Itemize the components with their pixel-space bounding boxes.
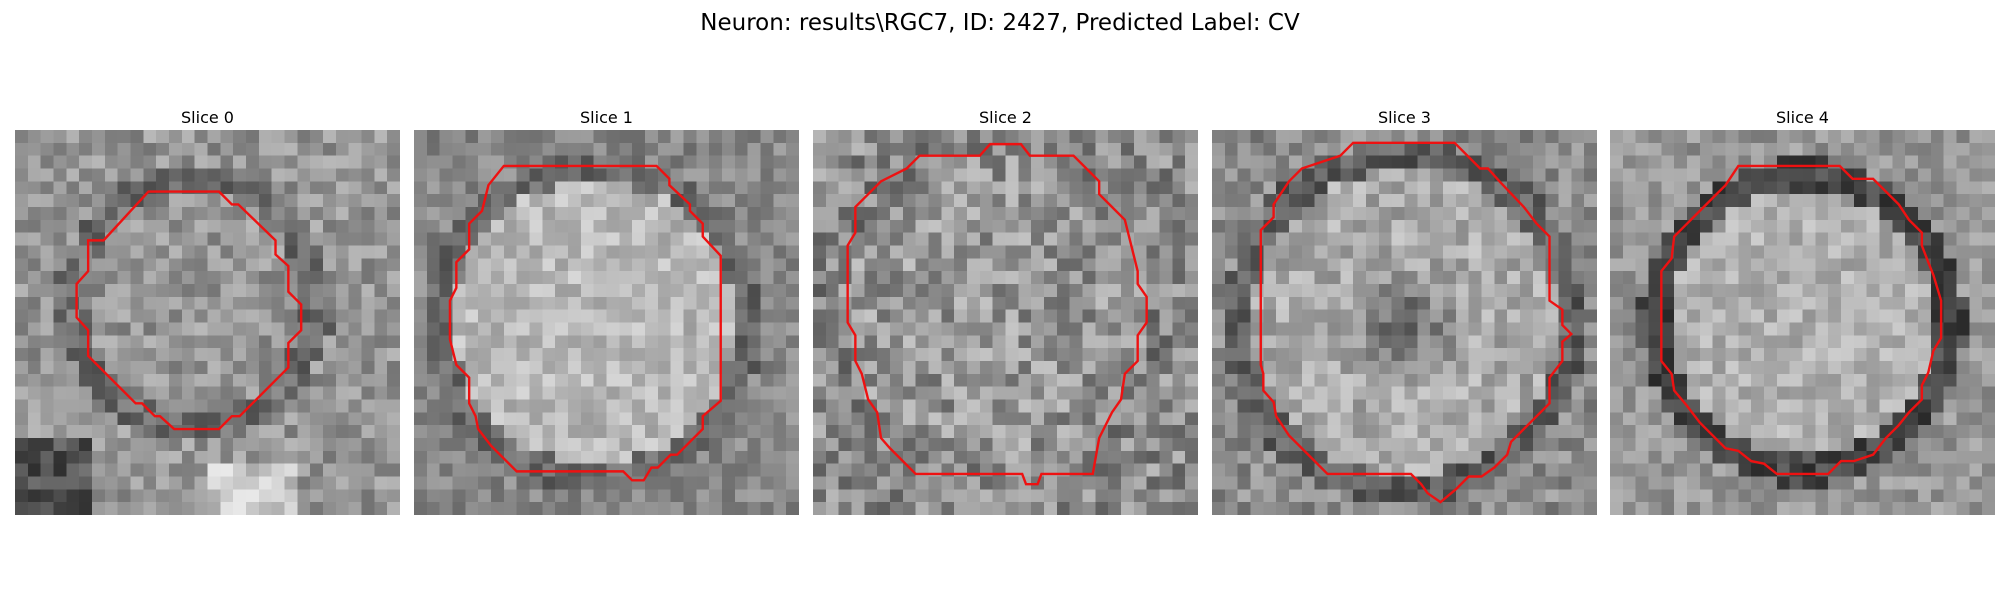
roi-contour xyxy=(1261,143,1572,502)
pixel-grid xyxy=(1212,130,1597,515)
slice-panel-1: Slice 1 xyxy=(414,108,799,515)
slice-panel-2: Slice 2 xyxy=(813,108,1198,515)
roi-contour xyxy=(848,144,1147,484)
pixel-grid xyxy=(1610,130,1995,515)
roi-contour xyxy=(1661,166,1941,474)
slice-title: Slice 4 xyxy=(1776,108,1829,127)
roi-contour xyxy=(77,192,302,429)
slice-panel-3: Slice 3 xyxy=(1212,108,1597,515)
slice-title: Slice 1 xyxy=(580,108,633,127)
slice-image xyxy=(1610,130,1995,515)
roi-contour xyxy=(450,166,721,480)
slice-title: Slice 2 xyxy=(979,108,1032,127)
slice-title: Slice 3 xyxy=(1378,108,1431,127)
slice-panel-0: Slice 0 xyxy=(15,108,400,515)
slice-image xyxy=(15,130,400,515)
slice-image xyxy=(414,130,799,515)
pixel-grid xyxy=(414,130,799,515)
pixel-grid xyxy=(813,130,1198,515)
pixel-grid xyxy=(15,130,400,515)
slice-panel-4: Slice 4 xyxy=(1610,108,1995,515)
slice-image xyxy=(813,130,1198,515)
slice-title: Slice 0 xyxy=(181,108,234,127)
slice-image xyxy=(1212,130,1597,515)
figure-title: Neuron: results\RGC7, ID: 2427, Predicte… xyxy=(700,10,1300,36)
